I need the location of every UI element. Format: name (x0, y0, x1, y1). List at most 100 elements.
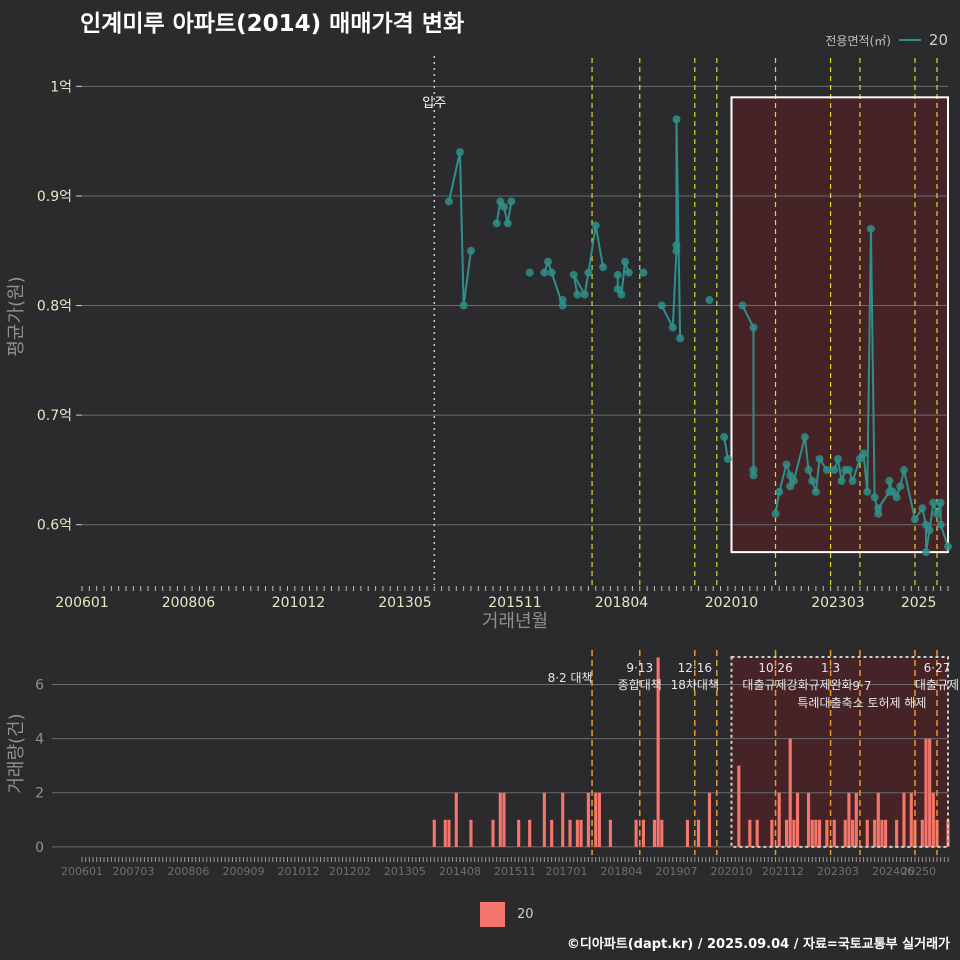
bar-x-tick-label-8: 201511 (494, 865, 536, 878)
line-legend: 전용면적(㎡) 20 (825, 31, 948, 49)
data-point-61 (866, 224, 875, 233)
data-point-38 (749, 471, 758, 480)
x-tick-label-1: 200806 (162, 595, 216, 611)
x-tick-label-5: 201804 (595, 595, 649, 611)
volume-bar-29 (748, 819, 752, 847)
data-point-50 (815, 454, 824, 463)
bar-legend-item: 20 (517, 907, 534, 922)
data-point-62 (870, 493, 879, 502)
volume-bar-48 (873, 819, 877, 847)
volume-bar-49 (876, 792, 880, 847)
volume-bar-6 (498, 792, 502, 847)
data-point-34 (720, 433, 729, 442)
series-segment-1 (447, 151, 461, 202)
data-point-19 (591, 221, 600, 230)
volume-bar-58 (928, 738, 932, 847)
volume-bar-1 (443, 819, 447, 847)
bar-x-tick-label-9: 201701 (545, 865, 587, 878)
data-point-72 (918, 504, 927, 513)
volume-bar-40 (818, 819, 822, 847)
data-point-52 (830, 465, 839, 474)
data-point-10 (540, 268, 549, 277)
y-tick-label-3: 0.9억 (37, 189, 72, 205)
series-segment-28 (660, 305, 674, 328)
volume-bar-13 (568, 819, 572, 847)
series-segment-46 (792, 436, 806, 482)
data-point-56 (844, 465, 853, 474)
policy-label-4-1: 규제완화 (808, 678, 852, 692)
volume-bar-3 (454, 792, 458, 847)
bar-x-tick-label-14: 202303 (817, 865, 859, 878)
data-point-77 (932, 509, 941, 518)
volume-bar-37 (806, 792, 811, 847)
series-segment-37 (741, 305, 755, 328)
volume-bar-36 (795, 792, 800, 847)
volume-bar-31 (770, 819, 774, 847)
volume-bar-2 (447, 819, 451, 847)
volume-bar-10 (542, 792, 546, 847)
volume-bar-18 (597, 792, 601, 847)
y-tick-label-2: 0.8억 (37, 299, 72, 315)
volume-bar-52 (895, 819, 899, 847)
bar-x-tick-label-15: 202406 (872, 865, 914, 878)
data-point-80 (944, 542, 952, 551)
volume-bar-22 (652, 819, 657, 847)
data-point-8 (507, 197, 516, 206)
data-point-23 (617, 290, 626, 299)
data-point-39 (749, 465, 758, 474)
volume-bar-7 (502, 792, 506, 847)
data-point-76 (929, 498, 938, 507)
series-segment-62 (869, 228, 876, 498)
bar-x-tick-label-0: 200601 (61, 865, 103, 878)
data-point-15 (573, 290, 582, 299)
volume-bar-16 (586, 792, 590, 847)
data-point-21 (613, 270, 622, 279)
volume-bar-33 (784, 819, 789, 847)
bar-x-tick-label-10: 201804 (600, 865, 642, 878)
data-point-37 (749, 323, 758, 332)
data-point-49 (811, 487, 820, 496)
y-tick-label-1: 0.7억 (37, 408, 72, 424)
data-point-16 (569, 270, 578, 279)
data-point-46 (800, 433, 809, 442)
data-point-29 (672, 246, 681, 255)
data-point-42 (782, 460, 791, 469)
volume-bar-0 (432, 819, 436, 847)
policy-label-3-1: 대출규제강화 (742, 678, 808, 692)
bar-legend-swatch (480, 902, 505, 927)
highlight-box-border (730, 96, 949, 554)
data-point-57 (848, 476, 857, 485)
x-tick-label-2: 201012 (272, 595, 325, 611)
move-in-label: 입주 (422, 96, 446, 111)
bar-x-tick-label-7: 201408 (439, 865, 481, 878)
data-point-1 (455, 148, 464, 157)
policy-label-6-1: 대출규제 (915, 678, 959, 692)
volume-bar-9 (528, 819, 532, 847)
volume-bar-57 (924, 738, 928, 847)
data-point-9 (525, 268, 534, 277)
data-point-6 (499, 202, 508, 211)
data-point-41 (775, 487, 784, 496)
volume-bar-35 (792, 819, 796, 847)
x-tick-label-7: 202303 (811, 595, 864, 611)
volume-bar-20 (634, 819, 638, 847)
policy-label-5-1: 특례대출축소 토허제 해제 (797, 696, 926, 710)
data-point-4 (492, 219, 501, 228)
x-tick-label-3: 201305 (378, 595, 431, 611)
volume-bar-27 (707, 792, 712, 847)
volume-bar-44 (847, 792, 851, 847)
volume-bar-23 (656, 657, 660, 847)
data-point-30 (672, 241, 681, 250)
volume-bar-42 (832, 819, 836, 847)
bar-x-tick-label-12: 202010 (711, 865, 753, 878)
bar-x-tick-label-16: 20250 (901, 865, 936, 878)
data-point-24 (621, 257, 630, 266)
data-point-31 (672, 115, 681, 124)
data-point-68 (892, 493, 901, 502)
volume-bar-59 (931, 792, 935, 847)
data-point-54 (837, 476, 846, 485)
series-segment-24 (620, 261, 627, 295)
data-point-20 (599, 263, 608, 272)
volume-bar-47 (865, 819, 869, 847)
data-point-45 (789, 476, 798, 485)
